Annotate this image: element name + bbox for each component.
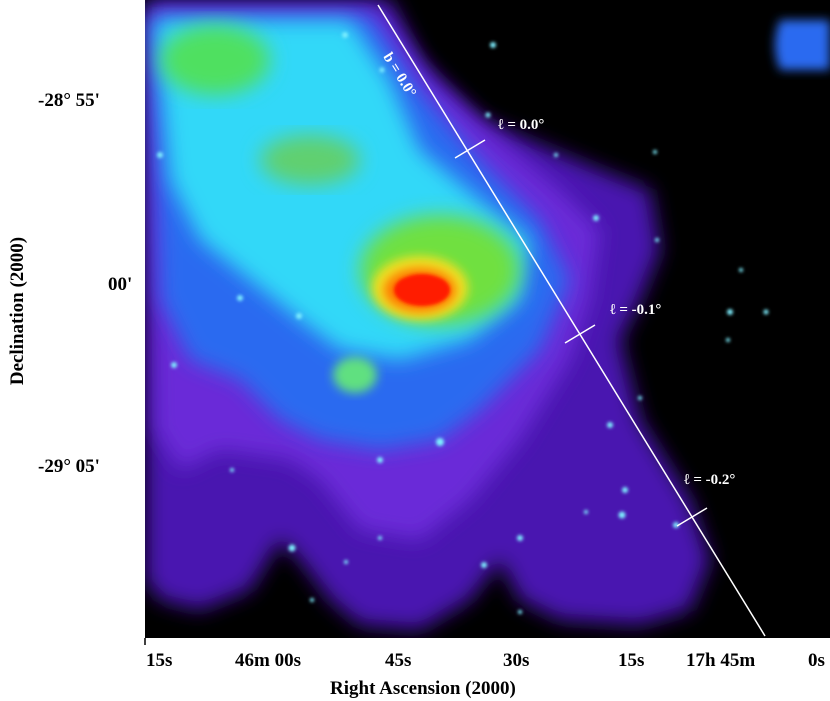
x-tick-0: 15s (146, 650, 173, 671)
emission-green-south (333, 357, 377, 393)
x-tick-3: 30s (503, 650, 530, 671)
l-tick-1 (564, 324, 596, 344)
l-tick-2 (676, 507, 708, 527)
emission-red-core (394, 274, 450, 306)
y-tick-2: -29° 05' (38, 456, 100, 477)
y-tick-0: -28° 55' (38, 90, 100, 111)
l-label-1: ℓ = -0.1° (610, 302, 662, 318)
y-tick-1: 00' (108, 274, 133, 295)
edge-arc (775, 20, 830, 70)
x-tick-6: 0s (808, 650, 825, 671)
x-axis-label: Right Ascension (2000) (330, 678, 516, 699)
x-tick-2: 45s (385, 650, 412, 671)
emission-green-mid (260, 135, 360, 185)
galactic-plane-line (377, 4, 766, 637)
y-axis-label: Declination (2000) (7, 236, 28, 386)
x-tick-5: 17h 45m (686, 650, 756, 671)
l-tick-0 (454, 139, 486, 159)
l-label-0: ℓ = 0.0° (498, 117, 545, 133)
emission-green-nw (160, 25, 270, 95)
x-tick-1: 46m 00s (235, 650, 301, 671)
x-tick-4: 15s (618, 650, 645, 671)
l-label-2: ℓ = -0.2° (684, 472, 736, 488)
